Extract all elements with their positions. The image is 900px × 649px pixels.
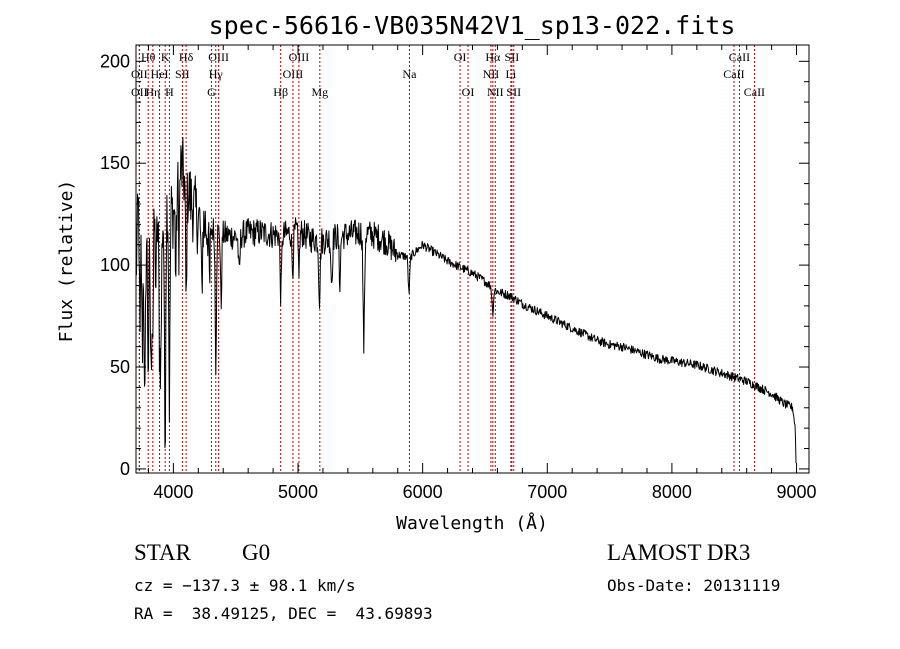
line-label: NII bbox=[487, 85, 504, 99]
x-tick-label: 4000 bbox=[153, 482, 193, 502]
y-tick-label: 150 bbox=[100, 153, 130, 173]
x-axis: 4000 5000 6000 7000 8000 9000 bbox=[147, 45, 817, 502]
spectrum-line bbox=[135, 137, 797, 464]
line-label: Hθ bbox=[141, 50, 156, 64]
y-tick-label: 200 bbox=[100, 51, 130, 71]
x-tick-label: 8000 bbox=[652, 482, 692, 502]
survey-label: LAMOST DR3 bbox=[607, 540, 751, 565]
line-label: Hβ bbox=[273, 85, 288, 99]
line-label: Hη bbox=[145, 85, 160, 99]
chart-title: spec-56616-VB035N42V1_sp13-022.fits bbox=[209, 11, 736, 40]
line-label: G bbox=[207, 85, 216, 99]
line-label: SII bbox=[175, 67, 190, 81]
line-label: Na bbox=[402, 67, 417, 81]
line-label: OIII bbox=[283, 67, 304, 81]
coordinates-text: RA = 38.49125, DEC = 43.69893 bbox=[134, 604, 433, 623]
line-label: H bbox=[165, 85, 174, 99]
line-label: SII bbox=[505, 50, 520, 64]
x-tick-label: 7000 bbox=[527, 482, 567, 502]
y-tick-label: 100 bbox=[100, 255, 130, 275]
x-axis-title: Wavelength (Å) bbox=[396, 512, 548, 534]
line-label: OIII bbox=[208, 50, 229, 64]
line-label: OI bbox=[462, 85, 475, 99]
y-tick-label: 0 bbox=[120, 459, 130, 479]
line-label: Hα bbox=[485, 50, 501, 64]
line-markers bbox=[138, 45, 755, 473]
line-label: K bbox=[161, 50, 170, 64]
line-label: OIII bbox=[289, 50, 310, 64]
redshift-text: cz = −137.3 ± 98.1 km/s bbox=[134, 576, 356, 595]
line-label: OI bbox=[454, 50, 467, 64]
x-tick-label: 5000 bbox=[278, 482, 318, 502]
line-label: CaII bbox=[744, 85, 765, 99]
line-label: SII bbox=[506, 85, 521, 99]
line-label: HeI bbox=[151, 67, 169, 81]
y-axis-title: Flux (relative) bbox=[56, 180, 77, 343]
line-label: NII bbox=[483, 67, 500, 81]
line-label: Mg bbox=[311, 85, 328, 99]
plot-frame bbox=[135, 44, 810, 474]
y-tick-label: 50 bbox=[110, 357, 130, 377]
subclass-label: G0 bbox=[242, 540, 271, 565]
line-label: OII bbox=[131, 85, 148, 99]
line-label: CaII bbox=[723, 67, 744, 81]
line-label: OII bbox=[131, 67, 148, 81]
x-tick-label: 9000 bbox=[777, 482, 817, 502]
obs-date-text: Obs-Date: 20131119 bbox=[607, 576, 781, 595]
line-label: Hδ bbox=[179, 50, 194, 64]
x-tick-label: 6000 bbox=[403, 482, 443, 502]
y-axis: 0 50 100 150 200 bbox=[100, 51, 809, 479]
line-label: Hγ bbox=[209, 67, 224, 81]
class-label: STAR bbox=[134, 540, 191, 565]
line-label: CaII bbox=[729, 50, 750, 64]
line-label: Li bbox=[506, 67, 517, 81]
